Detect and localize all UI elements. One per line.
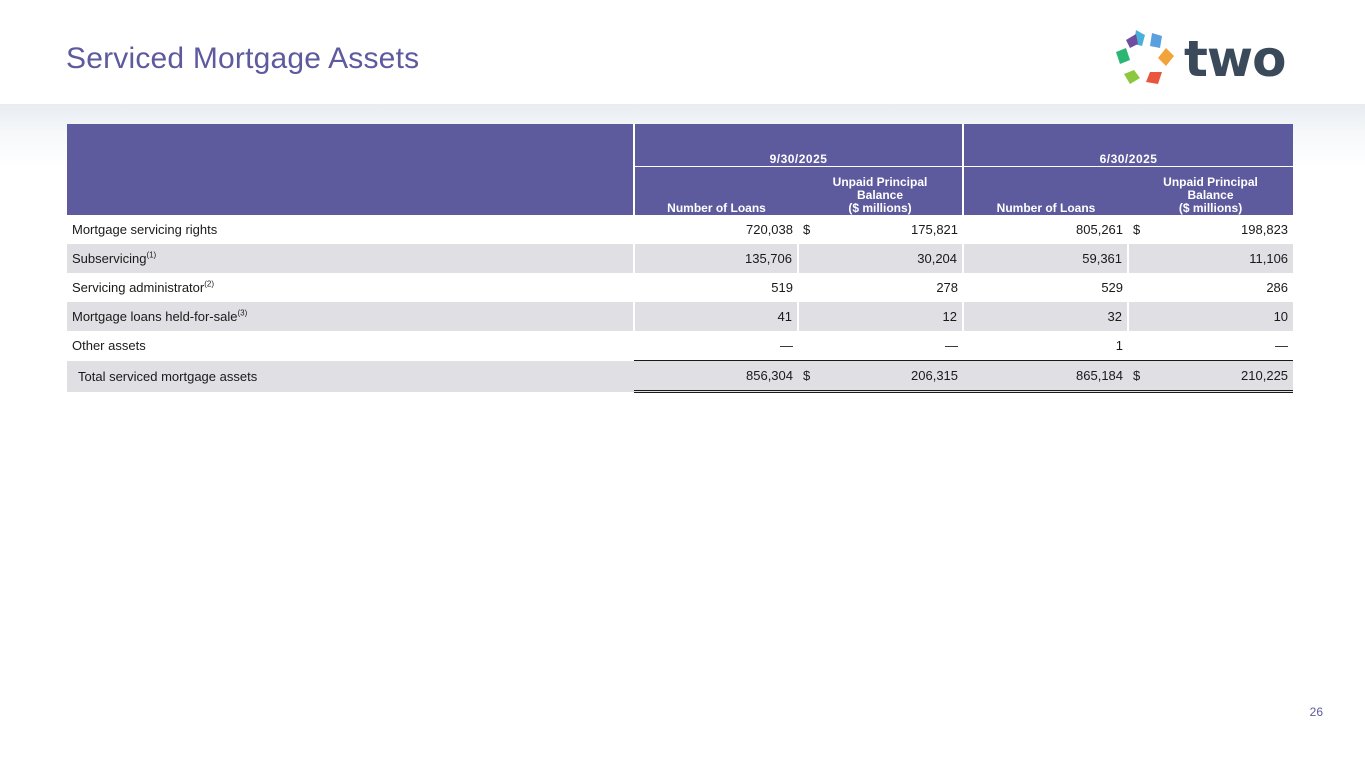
col-header-loans: Number of Loans: [633, 166, 798, 215]
cell-q3-upb: 12: [796, 302, 964, 331]
cell-q3-upb: $175,821: [803, 222, 959, 237]
cell-q2-loans: 529: [1101, 280, 1124, 295]
cell-q2-upb: 10: [1127, 302, 1294, 331]
page-title: Serviced Mortgage Assets: [66, 42, 420, 75]
cell-q3-upb: 30,204: [796, 244, 964, 273]
row-label: Mortgage servicing rights: [72, 222, 218, 237]
table-row: Servicing administrator(2) 519 278 529 2…: [67, 273, 1293, 302]
cell-q2-upb: $198,823: [1133, 222, 1289, 237]
header-blank-cell: [67, 124, 634, 215]
cell-q2-loans: 32: [962, 302, 1129, 331]
cell-q3-loans: 135,706: [633, 244, 798, 273]
row-label: Total serviced mortgage assets: [67, 360, 634, 392]
col-header-loans: Number of Loans: [962, 166, 1129, 215]
cell-q2-loans: 59,361: [962, 244, 1129, 273]
cell-q2-upb: 11,106: [1127, 244, 1294, 273]
cell-q3-loans: 41: [633, 302, 798, 331]
col-header-upb: Unpaid Principal Balance ($ millions): [1128, 166, 1294, 215]
row-label: Subservicing(1): [67, 244, 634, 273]
col-header-upb: Unpaid Principal Balance ($ millions): [798, 166, 964, 215]
period-header-q3: 9/30/2025: [632, 124, 964, 167]
cell-q3-upb: —: [798, 331, 964, 361]
serviced-assets-table: 9/30/2025 6/30/2025 Number of Loans Unpa…: [67, 124, 1294, 393]
table-row: Subservicing(1) 135,706 30,204 59,361 11…: [67, 244, 1294, 273]
table-row: Mortgage loans held-for-sale(3) 41 12 32…: [67, 302, 1294, 331]
cell-q3-upb: $206,315: [798, 360, 964, 393]
page-number: 26: [1309, 705, 1323, 719]
company-logo: two: [1112, 26, 1286, 92]
logo-text: two: [1184, 30, 1286, 88]
period-header-row: 9/30/2025 6/30/2025: [67, 124, 1294, 215]
row-label: Mortgage loans held-for-sale(3): [67, 302, 634, 331]
period-header-q2: 6/30/2025: [962, 124, 1294, 167]
cell-q2-loans: 865,184: [963, 360, 1129, 393]
cell-q2-upb: $210,225: [1128, 360, 1294, 393]
logo-star-icon: [1116, 30, 1174, 84]
table-total-row: Total serviced mortgage assets 856,304 $…: [67, 360, 1294, 393]
cell-q2-loans: 805,261: [1076, 222, 1124, 237]
column-header-row: Number of Loans Unpaid Principal Balance…: [67, 166, 1294, 215]
table-row: Other assets — — 1 —: [67, 331, 1294, 361]
cell-q3-loans: 856,304: [634, 360, 798, 393]
table-row: Mortgage servicing rights 720,038 $175,8…: [67, 215, 1293, 244]
row-label: Servicing administrator(2): [72, 279, 214, 295]
cell-q3-upb: 278: [936, 280, 959, 295]
row-label: Other assets: [72, 338, 146, 354]
cell-q3-loans: 720,038: [746, 222, 793, 237]
cell-q3-loans: —: [634, 331, 798, 361]
cell-q2-upb: 286: [1266, 280, 1289, 295]
cell-q2-loans: 1: [963, 331, 1129, 361]
cell-q3-loans: 519: [771, 280, 793, 295]
cell-q2-upb: —: [1128, 331, 1294, 361]
